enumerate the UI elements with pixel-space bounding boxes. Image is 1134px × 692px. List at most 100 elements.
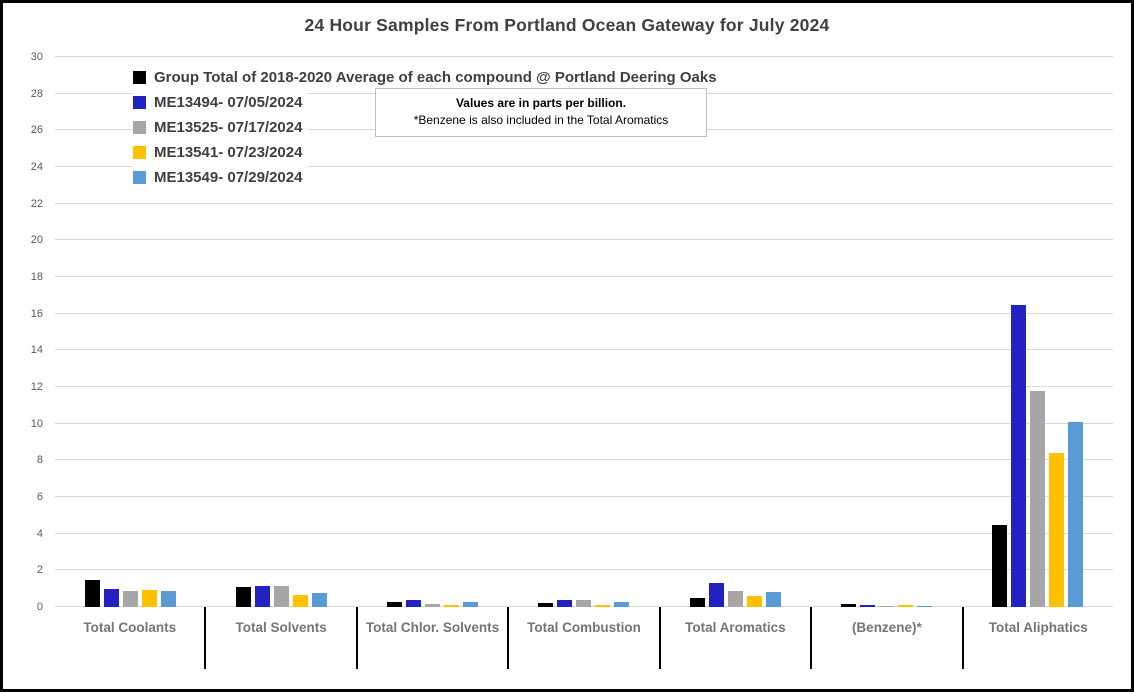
bar (897, 605, 913, 607)
gridline (55, 496, 1113, 497)
bar (463, 602, 479, 607)
bar (1067, 421, 1083, 607)
category-cell: (Benzene)* (810, 607, 961, 669)
gridline (55, 532, 1113, 534)
y-axis-label: 26 (30, 124, 43, 137)
bar (916, 605, 932, 607)
gridline (55, 56, 1113, 57)
note-box: Values are in parts per billion. *Benzen… (375, 88, 707, 137)
bar (142, 590, 158, 607)
bar-group (962, 57, 1113, 607)
bar (614, 602, 630, 607)
gridline (55, 569, 1113, 571)
gridline (55, 166, 1113, 167)
y-axis-label: 0 (36, 601, 43, 613)
bar-group (55, 57, 206, 607)
bar (840, 604, 856, 607)
y-axis-label: 30 (30, 51, 43, 63)
y-axis-label: 18 (30, 271, 43, 283)
bar-group (811, 57, 962, 607)
bar (236, 586, 252, 607)
y-axis-label: 6 (36, 491, 43, 503)
y-axis: 0 2 4 6 8 10 12 14 16 18 20 22 24 26 28 30 (3, 3, 49, 689)
category-label: Total Aromatics (685, 620, 786, 635)
y-axis-label: 22 (30, 197, 43, 210)
legend-label: Group Total of 2018-2020 Average of each… (154, 69, 717, 86)
bar (538, 602, 554, 607)
bar (1010, 304, 1026, 607)
bar (1048, 453, 1064, 607)
legend-item: ME13549- 07/29/2024 (133, 165, 309, 190)
y-axis-label: 10 (30, 417, 43, 430)
legend-label: ME13525- 07/17/2024 (154, 119, 303, 136)
bar (708, 583, 724, 607)
legend-item: ME13525- 07/17/2024 (133, 115, 309, 140)
gridline (55, 349, 1113, 351)
legend-swatch-icon (133, 71, 146, 84)
bar (727, 590, 743, 607)
category-cell: Total Chlor. Solvents (355, 607, 507, 669)
gridline (55, 202, 1113, 204)
category-label: (Benzene)* (851, 620, 922, 635)
category-label: Total Solvents (235, 620, 327, 635)
category-label: Total Chlor. Solvents (365, 620, 500, 635)
gridline (55, 276, 1113, 277)
bar (255, 585, 271, 607)
y-axis-label: 28 (30, 87, 43, 100)
bar (765, 592, 781, 607)
y-axis-label: 14 (30, 344, 43, 357)
y-axis-label: 16 (30, 307, 43, 320)
bar (123, 590, 139, 607)
gridline (55, 312, 1113, 314)
legend-swatch-icon (133, 121, 146, 134)
legend-label: ME13541- 07/23/2024 (154, 144, 303, 161)
note-line-2: *Benzene is also included in the Total A… (413, 113, 669, 127)
gridline (55, 459, 1113, 461)
gridline (55, 422, 1113, 424)
legend-swatch-icon (133, 171, 146, 184)
bar (85, 579, 101, 607)
category-cell: Total Aromatics (658, 607, 810, 669)
bar (991, 525, 1007, 607)
legend-item: ME13494- 07/05/2024 (133, 90, 309, 115)
bar (576, 599, 592, 607)
legend-swatch-icon (133, 96, 146, 109)
bar (557, 599, 573, 607)
gridline (55, 386, 1113, 387)
gridline (55, 239, 1113, 241)
bar-group (508, 57, 659, 607)
bar (444, 604, 460, 607)
y-axis-label: 12 (30, 381, 43, 393)
bar-group (357, 57, 508, 607)
category-cell: Total Combustion (507, 607, 658, 669)
category-label: Total Coolants (83, 620, 177, 635)
category-cell: Total Solvents (204, 607, 355, 669)
bar-group (660, 57, 811, 607)
y-axis-label: 4 (36, 527, 43, 540)
category-cell: Total Coolants (55, 607, 204, 669)
x-axis-category-strip: Total Coolants Total Solvents Total Chlor.… (55, 607, 1113, 669)
bar (746, 596, 762, 607)
y-axis-label: 24 (30, 161, 43, 173)
y-axis-label: 20 (30, 234, 43, 247)
bar (689, 597, 705, 607)
bar-series-container (55, 57, 1113, 607)
legend-item: ME13541- 07/23/2024 (133, 140, 309, 165)
category-cell: Total Aliphatics (961, 607, 1113, 669)
bar (312, 593, 328, 607)
legend-label: ME13549- 07/29/2024 (154, 169, 303, 186)
bar (859, 604, 875, 607)
bar (406, 599, 422, 607)
note-line-1: Values are in parts per billion. (455, 96, 627, 110)
bar (293, 595, 309, 607)
legend: Group Total of 2018-2020 Average of each… (133, 65, 723, 190)
bar (595, 604, 611, 607)
bar (274, 585, 290, 607)
legend-swatch-icon (133, 146, 146, 159)
bar (425, 604, 441, 607)
bar (1029, 390, 1045, 607)
category-label: Total Aliphatics (988, 620, 1088, 635)
chart-title: 24 Hour Samples From Portland Ocean Gate… (304, 15, 830, 35)
y-axis-label: 8 (36, 454, 43, 467)
